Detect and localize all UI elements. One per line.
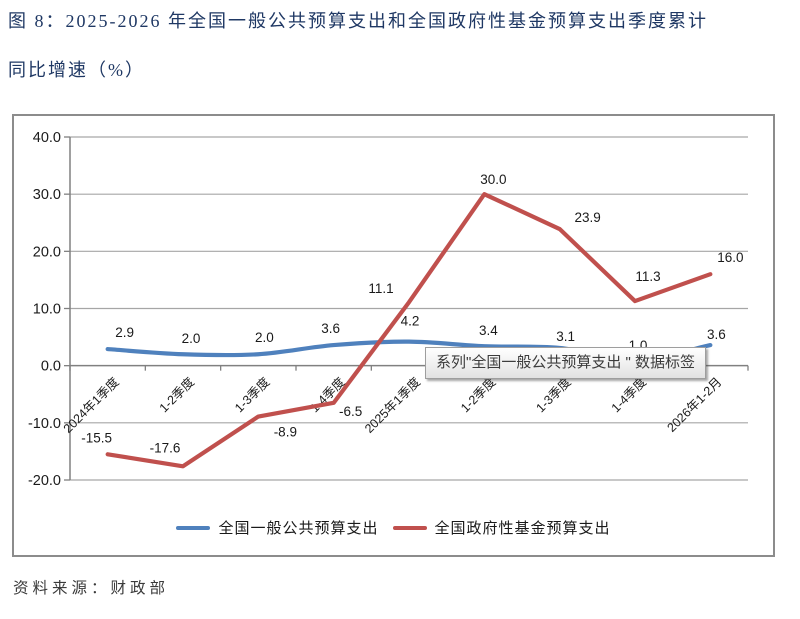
y-axis-label: 40.0 bbox=[33, 130, 61, 146]
series-data-label-tooltip: 系列"全国一般公共预算支出 " 数据标签 bbox=[425, 347, 706, 379]
figure-title: 图 8：2025-2026 年全国一般公共预算支出和全国政府性基金预算支出季度累… bbox=[8, 8, 792, 83]
data-label-0[interactable]: 2.0 bbox=[255, 330, 274, 345]
data-label-1[interactable]: 23.9 bbox=[575, 210, 601, 225]
y-axis-label: 30.0 bbox=[33, 187, 61, 203]
legend-swatch-red bbox=[392, 525, 427, 530]
y-axis-label: -10.0 bbox=[28, 416, 61, 432]
x-axis-category-label: 1-3季度 bbox=[231, 374, 272, 415]
figure-title-line2: 同比增速（%） bbox=[8, 60, 145, 80]
y-axis-label: -20.0 bbox=[28, 473, 61, 489]
data-label-1[interactable]: 16.0 bbox=[717, 250, 743, 265]
data-label-0[interactable]: 2.9 bbox=[115, 325, 134, 340]
data-label-1[interactable]: 30.0 bbox=[480, 172, 506, 187]
data-label-0[interactable]: 3.6 bbox=[321, 321, 340, 336]
x-axis-category-label: 1-2季度 bbox=[156, 374, 197, 415]
legend-item-govt-fund[interactable]: 全国政府性基金预算支出 bbox=[392, 517, 611, 538]
data-label-0[interactable]: 3.4 bbox=[479, 323, 498, 338]
legend-label: 全国政府性基金预算支出 bbox=[434, 521, 611, 537]
figure-title-line1: 图 8：2025-2026 年全国一般公共预算支出和全国政府性基金预算支出季度累… bbox=[8, 11, 708, 31]
x-axis-category-label: 2025年1季度 bbox=[361, 374, 423, 436]
y-axis-label: 0.0 bbox=[41, 359, 61, 375]
data-label-1[interactable]: -17.6 bbox=[150, 440, 181, 455]
y-axis-label: 20.0 bbox=[33, 244, 61, 260]
data-label-1[interactable]: -6.5 bbox=[339, 404, 362, 419]
data-label-0[interactable]: 2.0 bbox=[182, 331, 201, 346]
legend-item-general-budget[interactable]: 全国一般公共预算支出 bbox=[176, 517, 378, 538]
chart-area: 40.0 30.0 20.0 10.0 0.0 -10.0 -20.0 2024年1季度 1-2… bbox=[12, 114, 775, 557]
chart-legend: 全国一般公共预算支出 全国政府性基金预算支出 bbox=[14, 517, 773, 538]
data-label-1[interactable]: -8.9 bbox=[274, 425, 297, 440]
x-axis-category-label: 2026年1-2月 bbox=[664, 375, 724, 435]
data-label-1[interactable]: -15.5 bbox=[81, 430, 112, 445]
series-line-1[interactable] bbox=[105, 192, 713, 469]
legend-swatch-blue bbox=[176, 525, 211, 530]
source-note: 资料来源：财政部 bbox=[13, 580, 170, 597]
x-axis-category-label: 1-4季度 bbox=[608, 374, 649, 415]
data-label-1[interactable]: 11.1 bbox=[368, 281, 393, 296]
data-label-0[interactable]: 4.2 bbox=[401, 314, 420, 329]
legend-label: 全国一般公共预算支出 bbox=[218, 521, 379, 537]
y-axis-label: 10.0 bbox=[33, 302, 61, 318]
data-label-0[interactable]: 3.6 bbox=[707, 327, 726, 342]
x-axis-category-label: 1-2季度 bbox=[457, 374, 498, 415]
x-axis-category-label: 1-3季度 bbox=[533, 374, 574, 415]
data-label-0[interactable]: 3.1 bbox=[556, 329, 575, 344]
data-label-1[interactable]: 11.3 bbox=[635, 269, 660, 284]
